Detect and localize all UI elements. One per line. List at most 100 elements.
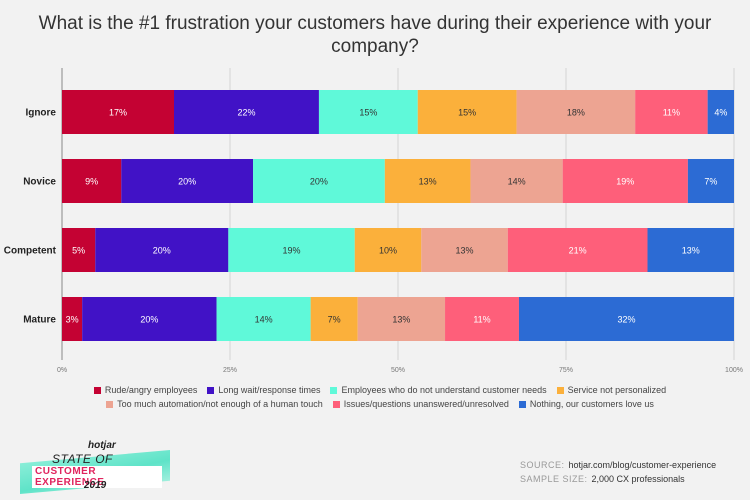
x-tick-label: 0% (57, 367, 67, 374)
legend-swatch (556, 387, 564, 394)
bar-segment (354, 228, 422, 272)
data-label: 13% (682, 246, 700, 256)
data-label: 15% (359, 108, 377, 118)
legend-label: Long wait/response times (218, 385, 321, 395)
bar-segment (417, 90, 517, 134)
data-label: 20% (310, 177, 328, 187)
legend-swatch (330, 387, 338, 394)
legend-item: Rude/angry employees (93, 384, 198, 397)
x-tick-label: 100% (725, 367, 743, 374)
data-label: 13% (392, 315, 410, 325)
data-label: 19% (283, 246, 301, 256)
bar-segment (62, 297, 83, 341)
legend-swatch (207, 387, 215, 394)
bar-segment (216, 297, 311, 341)
bar-segment (647, 228, 734, 272)
legend-swatch (93, 387, 101, 394)
data-label: 20% (178, 177, 196, 187)
chart-legend: Rude/angry employees Long wait/response t… (80, 384, 680, 412)
legend-item: Issues/questions unanswered/unresolved (332, 398, 509, 411)
legend-label: Rude/angry employees (104, 385, 198, 395)
legend-label: Employees who do not understand customer… (341, 385, 547, 395)
data-label: 13% (456, 246, 474, 256)
chart-title: What is the #1 frustration your customer… (38, 13, 712, 57)
bar-segment (518, 297, 734, 341)
data-label: 11% (473, 315, 490, 325)
data-label: 20% (140, 315, 158, 325)
legend-swatch (518, 401, 526, 408)
bar-segment (95, 228, 229, 272)
data-label: 9% (85, 177, 98, 187)
data-label: 11% (663, 108, 680, 118)
bar-segment (507, 228, 648, 272)
logo-brand: hotjar (88, 440, 116, 451)
data-label: 18% (567, 108, 585, 118)
bar-segment (687, 159, 734, 203)
legend-item: Service not personalized (556, 384, 667, 397)
sample-size-value: 2,000 CX professionals (591, 474, 685, 484)
state-of-cx-logo: hotjar STATE OF CUSTOMER EXPERIENCE 2019 (12, 440, 170, 495)
data-label: 10% (379, 246, 397, 256)
bar-segment (62, 228, 96, 272)
logo-line-1: STATE OF (52, 452, 113, 466)
category-label: Mature (23, 315, 56, 326)
bar-segment (635, 90, 708, 134)
data-label: 15% (458, 108, 476, 118)
source-note: SOURCE: hotjar.com/blog/customer-experien… (520, 458, 716, 486)
data-label: 5% (72, 246, 85, 256)
data-label: 7% (704, 177, 717, 187)
bar-segment (62, 159, 122, 203)
legend-item: Long wait/response times (207, 384, 320, 397)
x-tick-label: 75% (559, 367, 573, 374)
bar-segment (445, 297, 519, 341)
bar-segment (121, 159, 254, 203)
data-label: 22% (237, 108, 255, 118)
legend-swatch (106, 401, 114, 408)
category-label: Ignore (25, 108, 56, 119)
data-label: 14% (255, 315, 273, 325)
logo-line-2: CUSTOMER EXPERIENCE (32, 466, 162, 488)
bar-segment (562, 159, 688, 203)
data-label: 14% (508, 177, 526, 187)
bar-segment (516, 90, 636, 134)
data-label: 17% (109, 108, 127, 118)
source-line: SOURCE: hotjar.com/blog/customer-experien… (520, 458, 716, 472)
data-label: 7% (328, 315, 341, 325)
data-label: 21% (569, 246, 587, 256)
bar-segment (707, 90, 734, 134)
legend-item: Too much automation/not enough of a huma… (106, 398, 323, 411)
sample-size-label: SAMPLE SIZE: (520, 474, 588, 484)
bar-segment (470, 159, 563, 203)
data-label: 3% (66, 315, 79, 325)
legend-label: Nothing, our customers love us (529, 399, 654, 409)
bar-segment (310, 297, 358, 341)
source-label: SOURCE: (520, 460, 565, 470)
bar-segment (421, 228, 508, 272)
bar-segment (318, 90, 418, 134)
data-label: 20% (153, 246, 171, 256)
bar-segment (253, 159, 385, 203)
bar-segment (228, 228, 355, 272)
bar-segment (357, 297, 446, 341)
legend-label: Too much automation/not enough of a huma… (117, 399, 323, 409)
legend-label: Issues/questions unanswered/unresolved (343, 399, 509, 409)
source-value: hotjar.com/blog/customer-experience (568, 460, 717, 470)
logo-line-3: 2019 (84, 480, 107, 491)
bar-segment (174, 90, 319, 134)
legend-item: Nothing, our customers love us (518, 398, 654, 411)
stacked-bar-chart: 0% 25% 50% 75% 100% Ignore 17% 22% 15% 15% 18% 11% 4… (4, 68, 743, 374)
sample-size-line: SAMPLE SIZE: 2,000 CX professionals (520, 472, 716, 486)
x-tick-label: 25% (223, 367, 237, 374)
x-tick-label: 50% (391, 367, 405, 374)
category-label: Novice (23, 177, 56, 188)
bar-segment (62, 90, 174, 134)
data-label: 4% (714, 108, 727, 118)
bar-segment (384, 159, 471, 203)
category-label: Competent (4, 246, 57, 257)
data-label: 19% (616, 177, 634, 187)
data-label: 13% (419, 177, 437, 187)
legend-swatch (332, 401, 340, 408)
legend-label: Service not personalized (567, 385, 667, 395)
legend-item: Employees who do not understand customer… (330, 384, 547, 397)
data-label: 32% (617, 315, 635, 325)
